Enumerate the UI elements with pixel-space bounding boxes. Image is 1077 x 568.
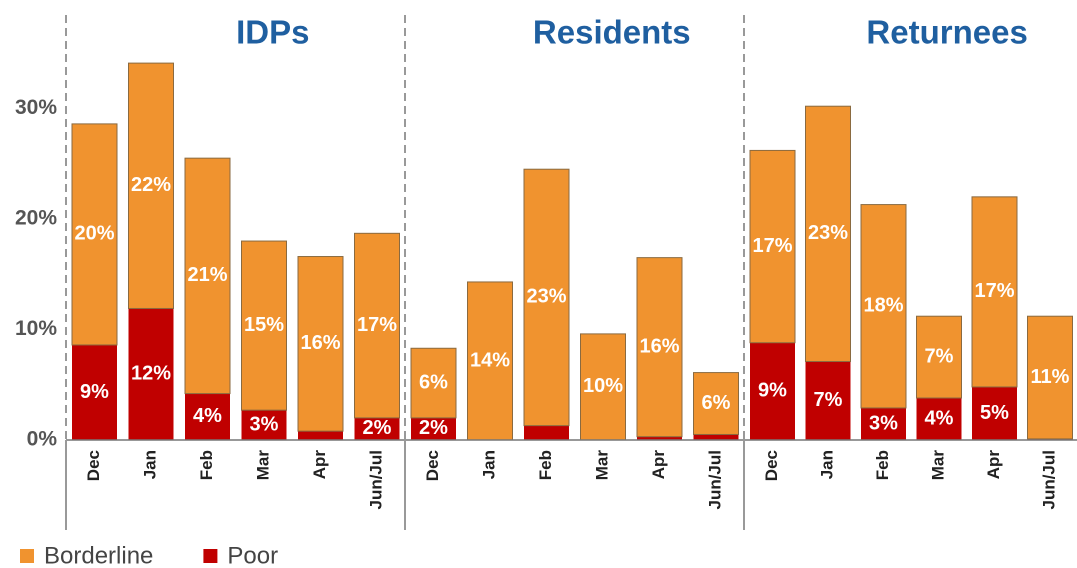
- value-label: 4%: [193, 405, 222, 427]
- value-label: 23%: [808, 222, 848, 244]
- bar-segment: [805, 105, 851, 363]
- x-tick-label: Jan: [140, 450, 159, 479]
- x-tick-label: Feb: [197, 450, 216, 480]
- bar-segment: [241, 410, 287, 440]
- bar-segment: [861, 407, 906, 440]
- bar-segment: [185, 393, 230, 440]
- value-label: 9%: [80, 381, 109, 403]
- bar-segment: [354, 417, 400, 440]
- x-tick-label: Mar: [928, 450, 947, 481]
- x-tick-label: Apr: [310, 450, 329, 480]
- legend-swatch: [20, 549, 34, 563]
- bar-segment: [580, 333, 626, 441]
- x-tick-label: Jun/Jul: [1039, 450, 1058, 510]
- bar-segment: [860, 204, 907, 409]
- y-tick-label: 0%: [27, 428, 58, 451]
- x-tick-label: Dec: [423, 450, 442, 481]
- value-label: 11%: [1031, 366, 1070, 388]
- bar-segment: [72, 344, 117, 440]
- value-label: 6%: [702, 392, 731, 414]
- x-tick-label: Mar: [592, 450, 611, 481]
- x-tick-label: Apr: [649, 450, 668, 480]
- value-label: 23%: [526, 286, 566, 308]
- x-tick-label: Dec: [762, 450, 781, 481]
- y-tick-label: 20%: [15, 206, 57, 229]
- bar-segment: [693, 434, 739, 440]
- value-label: 20%: [74, 223, 114, 245]
- legend-label: Borderline: [44, 542, 153, 568]
- x-tick-label: Jun/Jul: [705, 450, 724, 510]
- y-tick-label: 30%: [15, 96, 57, 119]
- value-label: 7%: [814, 389, 843, 411]
- value-label: 3%: [250, 413, 279, 435]
- panel-title: IDPs: [236, 14, 309, 51]
- x-tick-label: Mar: [253, 450, 272, 481]
- bar-segment: [128, 62, 174, 309]
- value-label: 2%: [363, 417, 392, 439]
- value-label: 3%: [869, 412, 898, 434]
- value-label: 18%: [863, 295, 903, 317]
- x-tick-label: Feb: [873, 450, 892, 480]
- value-label: 10%: [583, 375, 623, 397]
- value-label: 2%: [419, 417, 448, 439]
- bar-segment: [410, 347, 457, 419]
- value-label: 15%: [244, 314, 284, 336]
- bar-segment: [636, 257, 683, 438]
- panel-title: Residents: [533, 14, 691, 51]
- bar-segment: [467, 281, 513, 441]
- value-label: 17%: [974, 280, 1014, 302]
- bar-segment: [1027, 315, 1073, 440]
- legend-label: Poor: [227, 542, 278, 568]
- bar-segment: [972, 386, 1017, 440]
- bar-segment: [523, 168, 570, 427]
- value-label: 21%: [187, 264, 227, 286]
- value-label: 4%: [925, 407, 954, 429]
- bar-segment: [297, 256, 344, 432]
- x-tick-label: Jan: [817, 450, 836, 479]
- value-label: 16%: [639, 335, 679, 357]
- value-label: 14%: [470, 349, 510, 371]
- bar-segment: [128, 308, 174, 440]
- bar-segment: [524, 425, 569, 440]
- x-tick-label: Apr: [984, 450, 1003, 480]
- bar-segment: [971, 196, 1018, 388]
- bar-segment: [750, 342, 795, 440]
- bar-segment: [749, 149, 796, 344]
- x-tick-label: Dec: [84, 450, 103, 481]
- value-label: 9%: [758, 380, 787, 402]
- bar-segment: [637, 436, 682, 440]
- value-label: 16%: [300, 332, 340, 354]
- value-label: 17%: [752, 235, 792, 257]
- value-label: 12%: [131, 363, 171, 385]
- bar-segment: [354, 232, 400, 419]
- bar-segment: [805, 361, 851, 440]
- legend-swatch: [203, 549, 218, 563]
- bar-segment: [71, 123, 118, 346]
- value-label: 6%: [419, 371, 448, 393]
- x-tick-label: Feb: [536, 450, 555, 480]
- x-tick-label: Jan: [479, 450, 498, 479]
- bar-segment: [916, 398, 962, 440]
- bar-segment: [241, 240, 287, 411]
- bar-segment: [298, 431, 343, 440]
- value-label: 17%: [357, 314, 397, 336]
- bar-segment: [184, 157, 231, 395]
- panel-title: Returnees: [866, 14, 1027, 51]
- y-tick-label: 10%: [15, 317, 57, 340]
- bar-segment: [411, 417, 456, 440]
- bar-segment: [693, 372, 739, 435]
- x-tick-label: Jun/Jul: [366, 450, 385, 510]
- value-label: 5%: [980, 402, 1009, 424]
- value-label: 22%: [131, 174, 171, 196]
- bar-segment: [916, 315, 962, 399]
- value-label: 7%: [925, 345, 954, 367]
